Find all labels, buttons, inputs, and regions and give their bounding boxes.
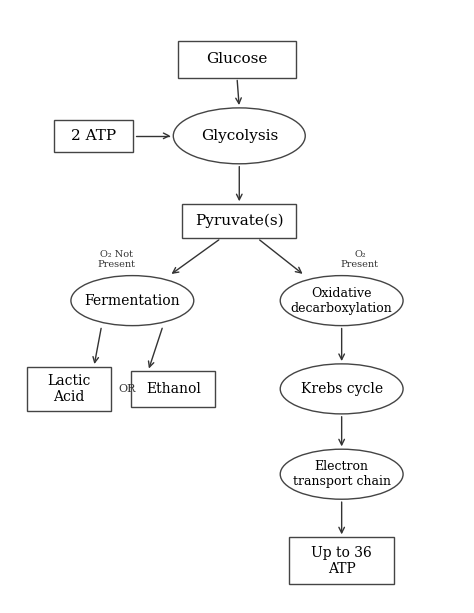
- Text: Glycolysis: Glycolysis: [201, 129, 278, 143]
- Text: Fermentation: Fermentation: [84, 294, 180, 308]
- Text: Electron
transport chain: Electron transport chain: [292, 460, 391, 488]
- Ellipse shape: [280, 276, 403, 326]
- Text: O₂
Present: O₂ Present: [341, 249, 379, 269]
- FancyBboxPatch shape: [27, 367, 111, 411]
- Text: Up to 36
ATP: Up to 36 ATP: [311, 546, 372, 576]
- FancyBboxPatch shape: [289, 537, 394, 584]
- Ellipse shape: [280, 364, 403, 414]
- FancyBboxPatch shape: [54, 120, 134, 152]
- FancyBboxPatch shape: [178, 41, 296, 78]
- Text: O₂ Not
Present: O₂ Not Present: [98, 249, 136, 269]
- Text: Krebs cycle: Krebs cycle: [301, 382, 383, 396]
- FancyBboxPatch shape: [182, 204, 296, 238]
- Text: Oxidative
decarboxylation: Oxidative decarboxylation: [291, 287, 392, 314]
- FancyBboxPatch shape: [131, 371, 215, 406]
- Ellipse shape: [71, 276, 194, 326]
- Ellipse shape: [280, 449, 403, 499]
- Text: OR: OR: [118, 384, 136, 394]
- Text: 2 ATP: 2 ATP: [71, 129, 116, 143]
- Ellipse shape: [173, 108, 305, 164]
- Text: Lactic
Acid: Lactic Acid: [47, 374, 91, 404]
- Text: Ethanol: Ethanol: [146, 382, 201, 396]
- Text: Glucose: Glucose: [206, 52, 268, 66]
- Text: Pyruvate(s): Pyruvate(s): [195, 214, 283, 229]
